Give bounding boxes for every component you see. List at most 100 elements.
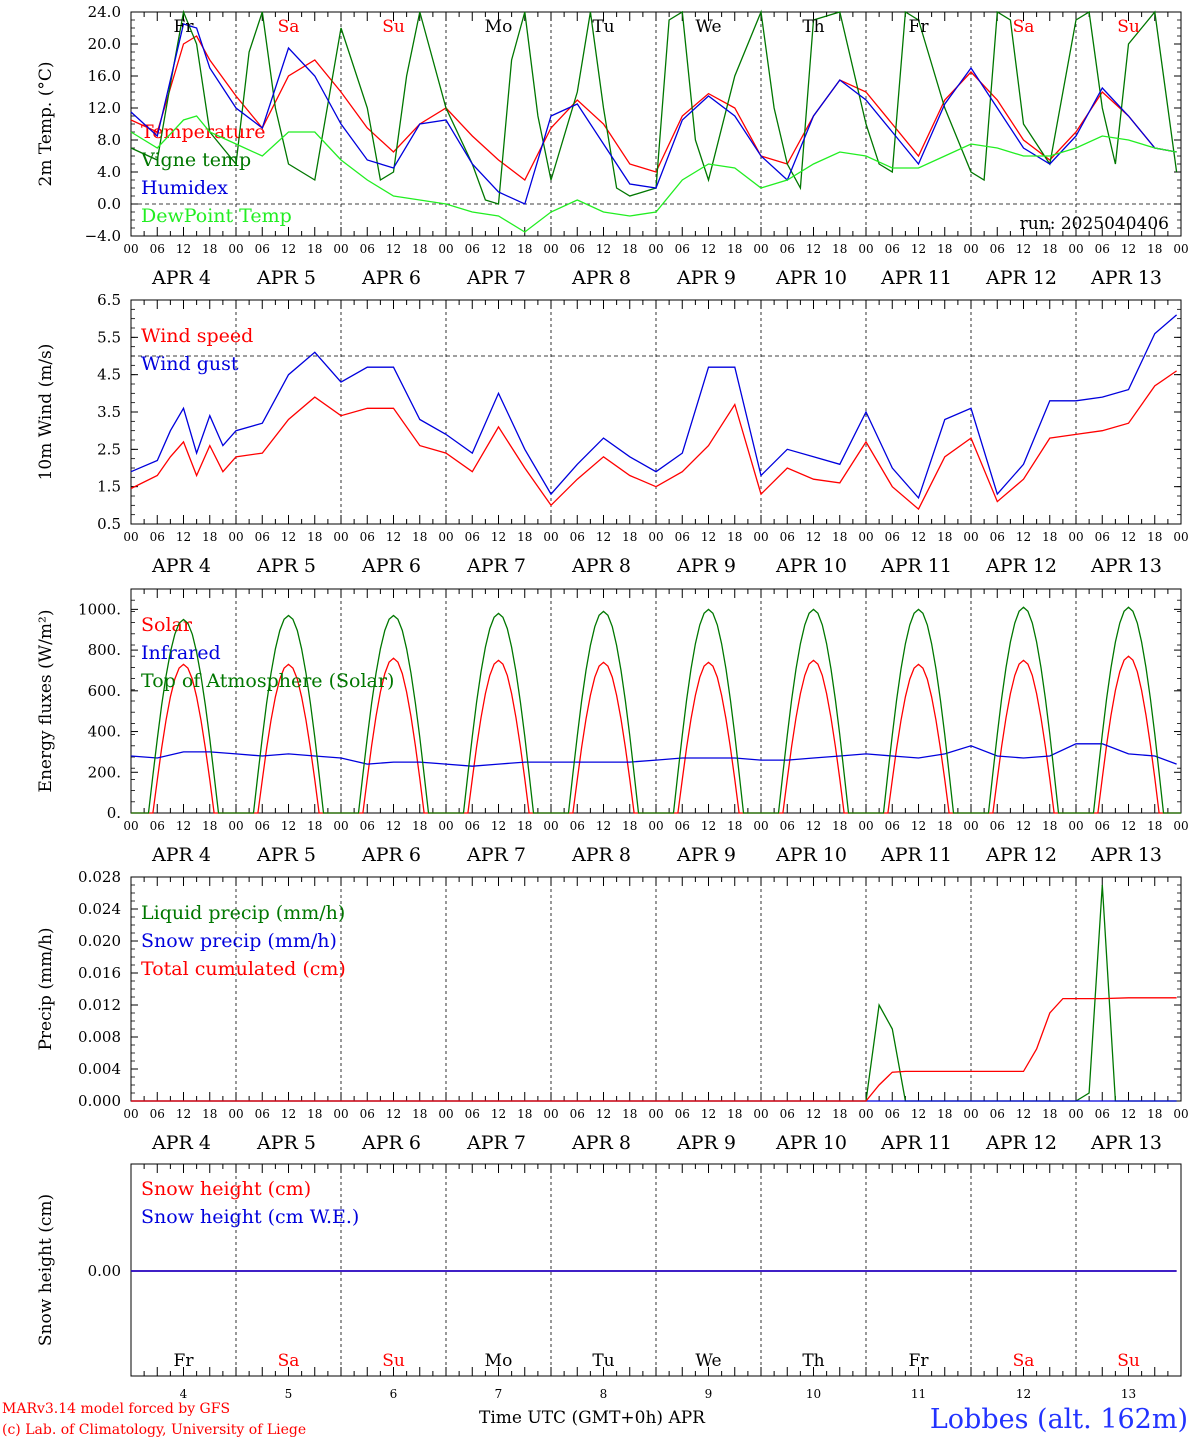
weekday-label: Fr xyxy=(909,17,930,37)
hour-tick-label: 00 xyxy=(438,242,453,256)
day-label: APR 7 xyxy=(466,1132,526,1154)
y-tick-label: 0.020 xyxy=(78,932,121,950)
weekday-label: Tu xyxy=(592,1351,614,1371)
hour-tick-label: 06 xyxy=(885,1107,900,1121)
y-tick-label: 0.000 xyxy=(78,1092,121,1110)
y-tick-label: 0. xyxy=(107,804,121,822)
hour-tick-label: 12 xyxy=(1016,1107,1031,1121)
panel-2: 6.5 5.5 4.5 3.5 2.5 1.5 0.5 10m Wind (m/s) Wind … xyxy=(36,291,1189,577)
hour-tick-label: 06 xyxy=(360,242,375,256)
y-tick-label: 3.5 xyxy=(97,403,121,421)
hour-tick-label: 18 xyxy=(517,1107,532,1121)
hour-tick-label: 18 xyxy=(622,242,637,256)
day-label: APR 10 xyxy=(775,844,847,866)
hour-tick-label: 00 xyxy=(333,242,348,256)
hour-tick-label: 18 xyxy=(727,1107,742,1121)
series-line xyxy=(131,997,1177,1102)
hour-tick-label: 06 xyxy=(465,530,480,544)
weekday-label: Mo xyxy=(485,17,513,37)
y-axis-title: Energy fluxes (W/m²) xyxy=(36,610,56,793)
day-label: APR 12 xyxy=(985,555,1057,577)
day-label: APR 11 xyxy=(880,267,952,289)
hour-tick-label: 06 xyxy=(885,242,900,256)
hour-tick-label: 06 xyxy=(570,1107,585,1121)
day-label: APR 10 xyxy=(775,267,847,289)
hour-tick-label: 06 xyxy=(885,530,900,544)
hour-tick-label: 18 xyxy=(202,819,217,833)
hour-tick-label: 06 xyxy=(255,819,270,833)
hour-tick-label: 12 xyxy=(491,819,506,833)
hour-tick-label: 00 xyxy=(753,530,768,544)
hour-tick-label: 12 xyxy=(281,1107,296,1121)
series-line xyxy=(130,314,1178,500)
hour-tick-label: 12 xyxy=(701,819,716,833)
hour-tick-label: 18 xyxy=(202,242,217,256)
day-number: 7 xyxy=(495,1387,503,1401)
hour-tick-label: 00 xyxy=(543,242,558,256)
y-tick-label: 800. xyxy=(88,641,121,659)
weekday-label: Fr xyxy=(174,1351,195,1371)
hour-tick-label: 00 xyxy=(543,819,558,833)
weekday-label: Su xyxy=(1117,1351,1140,1371)
hour-tick-label: 18 xyxy=(517,242,532,256)
y-tick-label: 4.5 xyxy=(97,366,121,384)
hour-tick-label: 06 xyxy=(1095,1107,1110,1121)
weekday-label: Th xyxy=(802,17,824,37)
y-tick-label: 24.0 xyxy=(88,3,121,21)
series-line xyxy=(130,35,1177,181)
hour-tick-label: 18 xyxy=(832,530,847,544)
hour-tick-label: 12 xyxy=(806,530,821,544)
day-label: APR 11 xyxy=(880,844,952,866)
day-label: APR 10 xyxy=(775,555,847,577)
weekday-label: Su xyxy=(382,17,405,37)
day-label: APR 11 xyxy=(880,1132,952,1154)
hour-tick-label: 12 xyxy=(1121,242,1136,256)
hour-tick-label: 12 xyxy=(806,242,821,256)
hour-tick-label: 18 xyxy=(727,242,742,256)
hour-tick-label: 18 xyxy=(1042,1107,1057,1121)
day-label: APR 4 xyxy=(151,267,211,289)
day-label: APR 4 xyxy=(151,1132,211,1154)
y-tick-label: 0.0 xyxy=(97,195,121,213)
hour-tick-label: 00 xyxy=(333,819,348,833)
hour-tick-label: 12 xyxy=(596,242,611,256)
y-tick-label: 200. xyxy=(88,763,121,781)
hour-tick-label: 00 xyxy=(1068,242,1083,256)
series-line xyxy=(130,743,1177,767)
day-label: APR 5 xyxy=(256,555,316,577)
day-label: APR 7 xyxy=(466,555,526,577)
hour-tick-label: 00 xyxy=(1173,530,1188,544)
hour-tick-label: 12 xyxy=(281,819,296,833)
day-label: APR 8 xyxy=(571,267,631,289)
hour-tick-label: 00 xyxy=(648,819,663,833)
hour-tick-label: 00 xyxy=(648,242,663,256)
hour-tick-label: 00 xyxy=(438,819,453,833)
hour-tick-label: 00 xyxy=(228,1107,243,1121)
hour-tick-label: 06 xyxy=(465,1107,480,1121)
hour-tick-label: 12 xyxy=(281,242,296,256)
hour-tick-label: 06 xyxy=(150,242,165,256)
hour-tick-label: 00 xyxy=(438,530,453,544)
hour-tick-label: 00 xyxy=(963,242,978,256)
hour-tick-label: 06 xyxy=(360,1107,375,1121)
weekday-label: Su xyxy=(382,1351,405,1371)
hour-tick-label: 12 xyxy=(806,819,821,833)
day-label: APR 5 xyxy=(256,1132,316,1154)
hour-tick-label: 18 xyxy=(412,1107,427,1121)
hour-tick-label: 18 xyxy=(1147,1107,1162,1121)
hour-tick-label: 12 xyxy=(1016,819,1031,833)
hour-tick-label: 00 xyxy=(228,819,243,833)
series-line xyxy=(130,23,1177,205)
day-label: APR 11 xyxy=(880,555,952,577)
hour-tick-label: 06 xyxy=(1095,530,1110,544)
hour-tick-label: 06 xyxy=(990,242,1005,256)
day-label: APR 9 xyxy=(676,555,736,577)
hour-tick-label: 12 xyxy=(1016,242,1031,256)
day-number: 6 xyxy=(390,1387,398,1401)
hour-tick-label: 00 xyxy=(333,1107,348,1121)
y-tick-label: 20.0 xyxy=(88,35,121,53)
hour-tick-label: 18 xyxy=(412,242,427,256)
hour-tick-label: 12 xyxy=(281,530,296,544)
day-label: APR 4 xyxy=(151,844,211,866)
